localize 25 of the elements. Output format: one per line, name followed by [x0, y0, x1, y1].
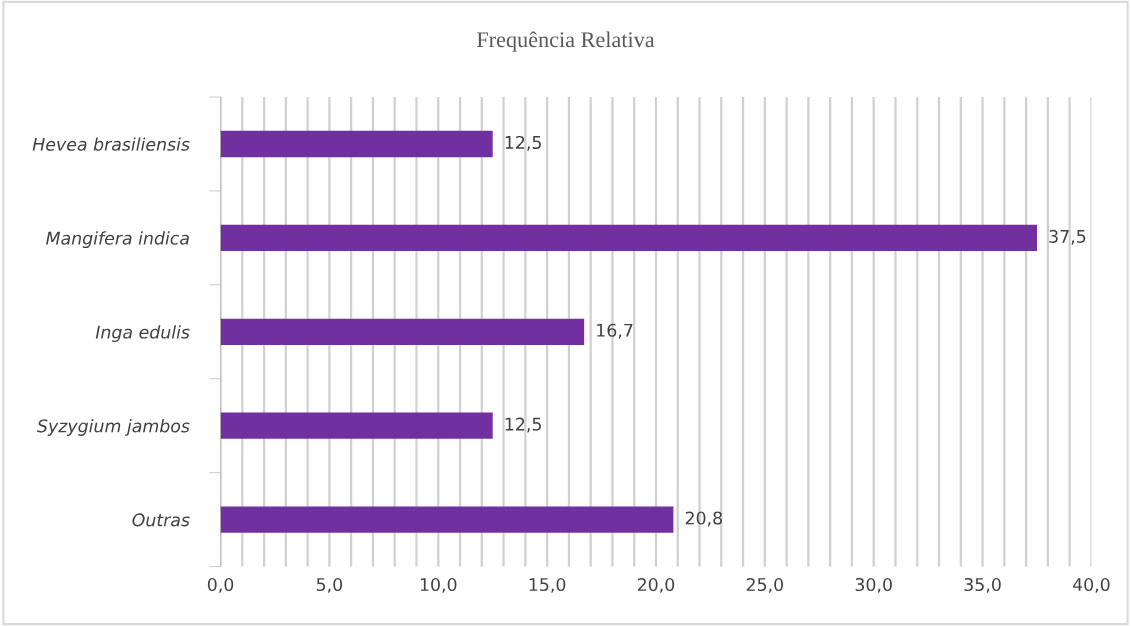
bar — [220, 506, 674, 533]
x-tick-label: 0,0 — [207, 577, 234, 593]
x-tick-label: 30,0 — [855, 577, 892, 593]
x-tick-label: 15,0 — [529, 577, 566, 593]
data-label: 16,7 — [597, 323, 633, 339]
bar — [220, 318, 585, 345]
y-tick-label: Mangifera indica — [46, 231, 189, 249]
bar — [220, 130, 493, 158]
x-tick-label: 20,0 — [637, 577, 675, 593]
data-label: 20,8 — [685, 511, 722, 527]
y-tick-label: Outras — [132, 513, 190, 527]
y-tick-label: Inga edulis — [95, 325, 190, 342]
bar — [220, 224, 1037, 252]
y-tick-label: Syzygium jambos — [37, 419, 190, 436]
x-tick-label: 35,0 — [964, 577, 1001, 593]
x-tick-label: 10,0 — [420, 577, 457, 593]
x-tick-label: 25,0 — [746, 577, 784, 593]
bar — [220, 412, 493, 439]
data-label: 12,5 — [505, 417, 541, 433]
chart-title: Frequência Relativa — [476, 31, 655, 52]
y-tick-label: Hevea brasiliensis — [32, 137, 190, 151]
x-tick-label: 5,0 — [316, 577, 343, 593]
data-label: 37,5 — [1049, 229, 1086, 245]
x-tick-label: 40,0 — [1072, 577, 1110, 593]
data-label: 12,5 — [505, 135, 541, 151]
